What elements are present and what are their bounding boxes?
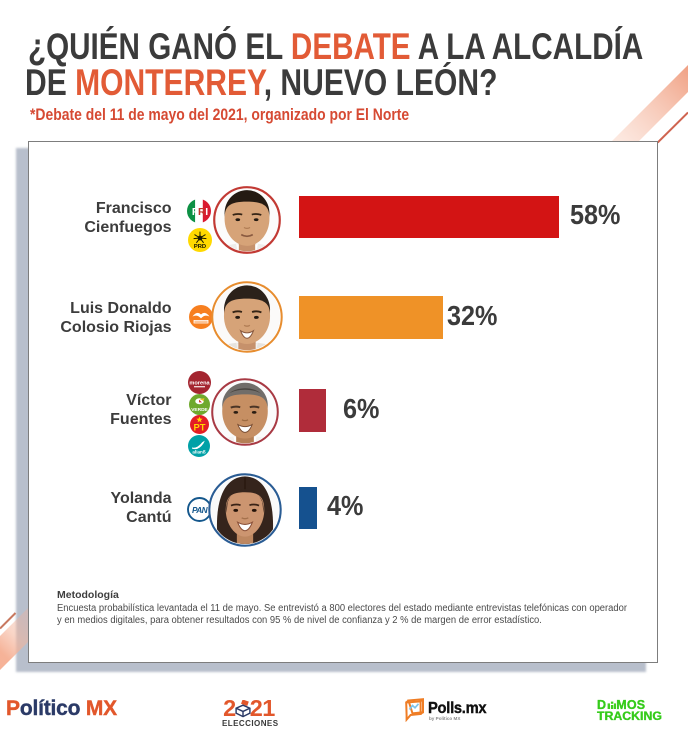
svg-text:VERDE: VERDE	[191, 407, 208, 413]
svg-text:PRD: PRD	[194, 244, 206, 250]
svg-text:PAN: PAN	[191, 504, 208, 514]
svg-text:alianß: alianß	[192, 449, 205, 454]
svg-text:R: R	[198, 206, 206, 218]
svg-text:PT: PT	[194, 422, 206, 433]
svg-text:I: I	[205, 206, 208, 218]
svg-text:morena: morena	[189, 380, 210, 386]
svg-text:P: P	[192, 206, 199, 218]
